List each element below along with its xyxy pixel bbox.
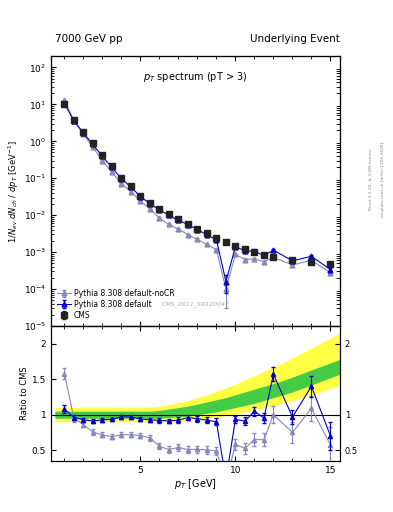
Text: Rivet 3.1.10, ≥ 3.5M events: Rivet 3.1.10, ≥ 3.5M events (369, 148, 373, 210)
Text: Underlying Event: Underlying Event (250, 33, 340, 44)
Text: CMS_2011_S9120041: CMS_2011_S9120041 (162, 302, 230, 307)
Y-axis label: Ratio to CMS: Ratio to CMS (20, 367, 29, 420)
Text: mcplots.cern.ch [arXiv:1306.3436]: mcplots.cern.ch [arXiv:1306.3436] (381, 142, 385, 217)
Text: 7000 GeV pp: 7000 GeV pp (55, 33, 123, 44)
Text: $p_T$ spectrum (pT > 3): $p_T$ spectrum (pT > 3) (143, 70, 248, 84)
X-axis label: $p_T$ [GeV]: $p_T$ [GeV] (174, 477, 217, 492)
Legend: Pythia 8.308 default-noCR, Pythia 8.308 default, CMS: Pythia 8.308 default-noCR, Pythia 8.308 … (55, 287, 177, 322)
Y-axis label: $1/N_{ev}\ dN_{ch}\ /\ dp_T\ [\mathrm{GeV}^{-1}]$: $1/N_{ev}\ dN_{ch}\ /\ dp_T\ [\mathrm{Ge… (7, 140, 21, 243)
